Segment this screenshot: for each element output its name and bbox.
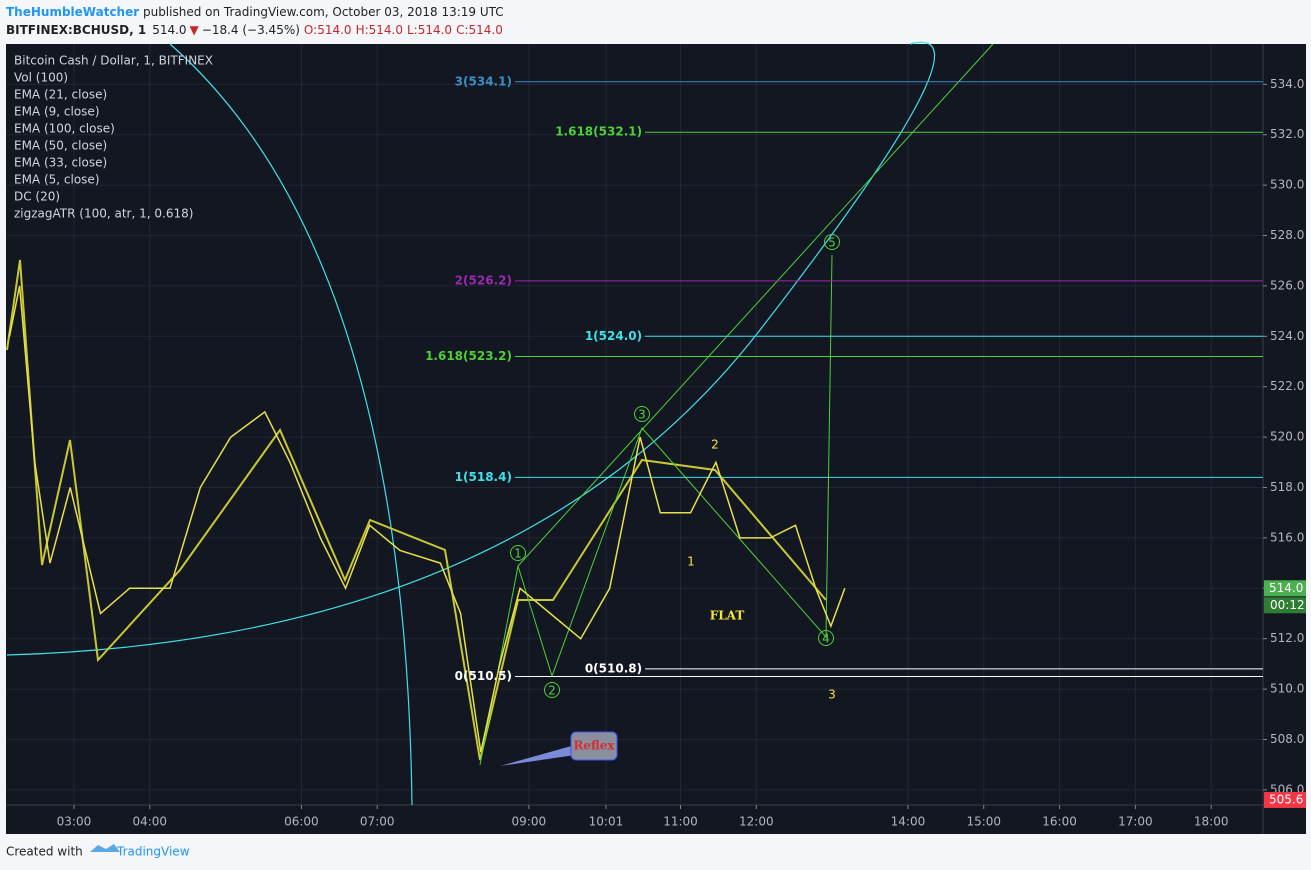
indicator-label: EMA (50, close) (14, 139, 107, 153)
x-tick-label: 16:00 (1042, 815, 1077, 829)
plot: 506.0508.0510.0512.0514.0516.0518.0520.0… (6, 41, 1306, 829)
fib-label: 1.618(532.1) (555, 125, 642, 139)
symbol: BITFINEX:BCHUSD, 1 (6, 23, 146, 37)
wave-circle (510, 545, 526, 561)
x-tick-label: 10:01 (589, 815, 624, 829)
last: 514.0 (152, 23, 186, 37)
x-tick-label: 09:00 (512, 815, 547, 829)
arrow: ▼ (190, 23, 200, 37)
x-tick-label: 03:00 (57, 815, 92, 829)
wave-circle (824, 234, 840, 250)
wave-number: 3 (638, 408, 646, 422)
change: −18.4 (−3.45%) (202, 23, 300, 37)
indicator-label: DC (20) (14, 190, 60, 204)
x-tick-label: 15:00 (966, 815, 1001, 829)
ohlc: C:514.0 (456, 23, 503, 37)
ohlc: L:514.0 (407, 23, 452, 37)
footer-brand[interactable]: TradingView (116, 845, 190, 859)
fib-label: 1(518.4) (455, 470, 512, 484)
trend-line (517, 43, 994, 567)
indicator-label: EMA (33, close) (14, 156, 107, 170)
y-tick-label: 532.0 (1270, 127, 1304, 141)
wave-circle (634, 406, 650, 422)
fib-label: 1.618(523.2) (425, 349, 512, 363)
y-tick-label: 520.0 (1270, 430, 1304, 444)
author[interactable]: TheHumbleWatcher (6, 5, 139, 19)
price-marker (1264, 791, 1306, 808)
x-tick-label: 17:00 (1118, 815, 1153, 829)
price-line (8, 285, 846, 753)
indicator-label: Bitcoin Cash / Dollar, 1, BITFINEX (14, 54, 213, 68)
indicator-label: EMA (100, close) (14, 122, 115, 136)
callout-pointer (500, 745, 575, 766)
wave-circle (818, 630, 834, 646)
callout-text: Reflex (573, 739, 615, 753)
symbol-line: BITFINEX:BCHUSD, 1 514.0 ▼ −18.4 (−3.45%) O:… (6, 23, 503, 37)
x-tick-label: 06:00 (284, 815, 319, 829)
wave-number: 5 (828, 236, 836, 250)
x-tick-label: 14:00 (891, 815, 926, 829)
wave-number: 1 (514, 547, 522, 561)
callout (570, 731, 618, 761)
fib-label: 0(510.5) (455, 669, 512, 683)
y-tick-label: 530.0 (1270, 178, 1304, 192)
indicator-label: EMA (9, close) (14, 105, 100, 119)
x-tick-label: 04:00 (132, 815, 167, 829)
y-tick-label: 508.0 (1270, 732, 1304, 746)
y-tick-label: 512.0 (1270, 631, 1304, 645)
y-tick-label: 526.0 (1270, 278, 1304, 292)
footer-text: Created with (6, 845, 83, 859)
fib-label: 1(524.0) (585, 329, 642, 343)
published: published on TradingView.com, October 03… (139, 5, 504, 19)
wave-number: 4 (822, 632, 830, 646)
y-tick-label: 528.0 (1270, 228, 1304, 242)
wave-number: 2 (548, 684, 556, 698)
y-tick-label: 534.0 (1270, 77, 1304, 91)
x-tick-label: 11:00 (663, 815, 698, 829)
x-tick-label: 18:00 (1194, 815, 1229, 829)
ohlc: H:514.0 (356, 23, 403, 37)
arc (169, 43, 413, 806)
fib-label: 3(534.1) (455, 74, 512, 88)
y-tick-label: 516.0 (1270, 530, 1304, 544)
countdown-bg (1264, 597, 1306, 614)
pattern-label: FLAT (710, 609, 745, 623)
indicator-label: EMA (21, close) (14, 88, 107, 102)
ohlc: O:514.0 (304, 23, 352, 37)
y-tick-label: 510.0 (1270, 682, 1304, 696)
indicator-label: Vol (100) (14, 71, 68, 85)
header-line: TheHumbleWatcher published on TradingVie… (6, 5, 504, 19)
y-tick-label: 518.0 (1270, 480, 1304, 494)
wave-label: 1 (687, 555, 695, 569)
fib-label: 2(526.2) (455, 273, 512, 287)
x-tick-label: 12:00 (739, 815, 774, 829)
wave-label: 3 (828, 688, 836, 702)
zigzag (6, 259, 827, 761)
arc (6, 41, 936, 656)
price-marker (1264, 580, 1306, 597)
countdown: 00:12 (1270, 598, 1305, 612)
fib-label: 0(510.8) (585, 661, 642, 675)
logo (90, 844, 120, 852)
indicator-label: EMA (5, close) (14, 173, 100, 187)
x-tick-label: 07:00 (360, 815, 395, 829)
price-marker-label: 514.0 (1269, 581, 1303, 595)
wave-line (479, 254, 833, 766)
wave-label: 2 (711, 438, 719, 452)
wave-circle (544, 682, 560, 698)
price-marker-label: 505.6 (1269, 792, 1303, 806)
y-tick-label: 522.0 (1270, 379, 1304, 393)
indicator-label: zigzagATR (100, atr, 1, 0.618) (14, 207, 193, 221)
y-tick-label: 524.0 (1270, 329, 1304, 343)
